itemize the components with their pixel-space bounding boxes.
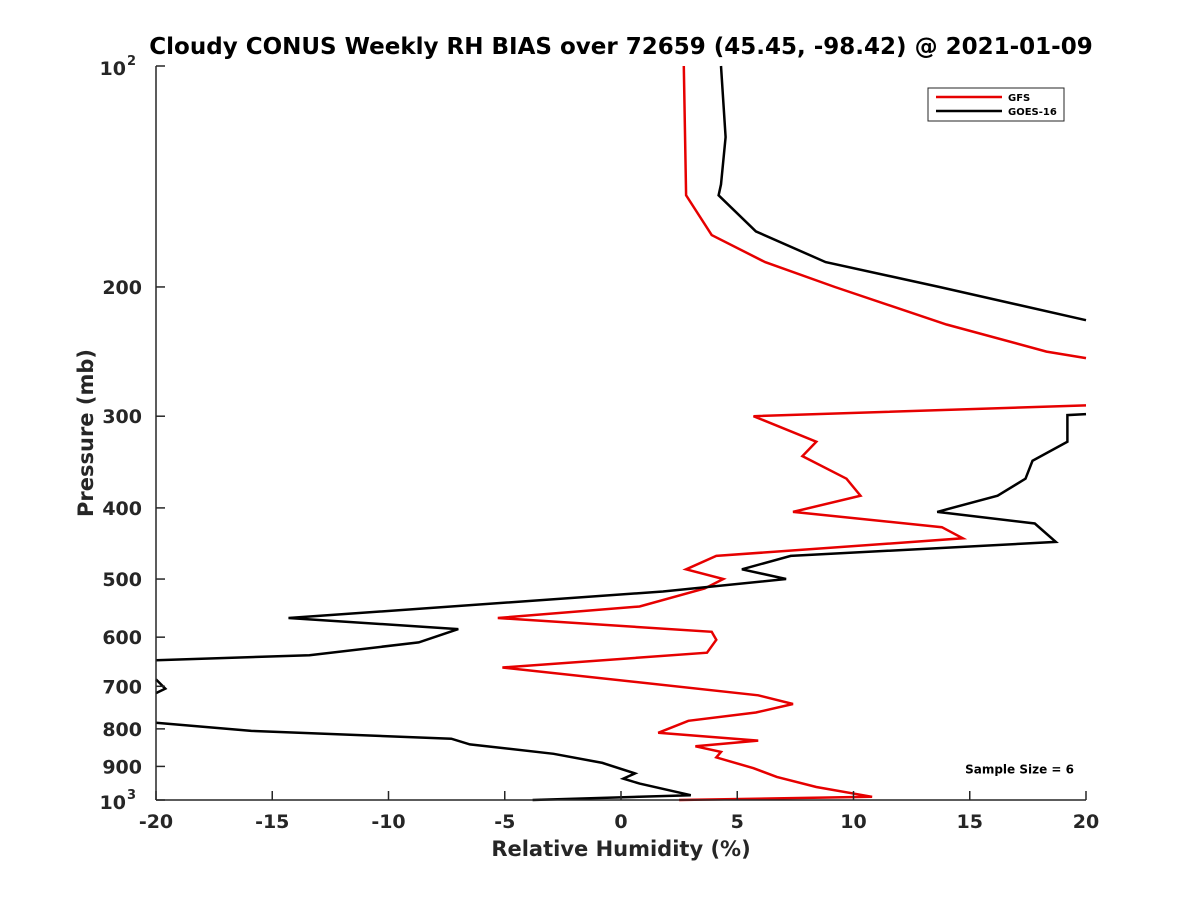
series-layer — [155, 65, 1087, 802]
x-tick-label: 10 — [840, 811, 866, 833]
y-tick-label: 300 — [102, 406, 142, 428]
legend-label-gfs: GFS — [1008, 93, 1030, 104]
x-tick-label: 20 — [1073, 811, 1099, 833]
chart-title: Cloudy CONUS Weekly RH BIAS over 72659 (… — [149, 34, 1092, 60]
y-tick-label: 500 — [102, 569, 142, 591]
legend: GFS GOES-16 — [927, 87, 1065, 122]
y-tick-label: 10 — [100, 792, 126, 814]
sample-size-annotation: Sample Size = 6 — [965, 762, 1074, 776]
y-tick-label: 900 — [102, 756, 142, 778]
x-ticks: -20 -15 -10 -5 0 5 10 15 20 — [139, 791, 1099, 833]
x-tick-label: 15 — [957, 811, 983, 833]
y-tick-label: 400 — [102, 498, 142, 520]
x-tick-label: 0 — [614, 811, 627, 833]
y-tick-exponent: 2 — [127, 54, 136, 69]
series-line-goes-16 — [155, 65, 1087, 802]
legend-label-goes16: GOES-16 — [1008, 107, 1057, 118]
x-tick-label: -5 — [494, 811, 515, 833]
y-tick-label: 600 — [102, 627, 142, 649]
y-tick-label: 10 — [100, 58, 126, 80]
x-tick-label: -10 — [371, 811, 405, 833]
legend-box — [927, 87, 1065, 122]
y-tick-label: 700 — [102, 676, 142, 698]
x-tick-label: 5 — [731, 811, 744, 833]
series-line-gfs — [497, 65, 1087, 802]
y-axis-label: Pressure (mb) — [74, 349, 98, 517]
y-tick-label: 200 — [102, 277, 142, 299]
y-tick-exponent: 3 — [127, 788, 136, 803]
x-tick-label: -20 — [139, 811, 173, 833]
y-tick-label: 800 — [102, 719, 142, 741]
x-axis-label: Relative Humidity (%) — [491, 837, 750, 861]
x-tick-label: -15 — [255, 811, 289, 833]
